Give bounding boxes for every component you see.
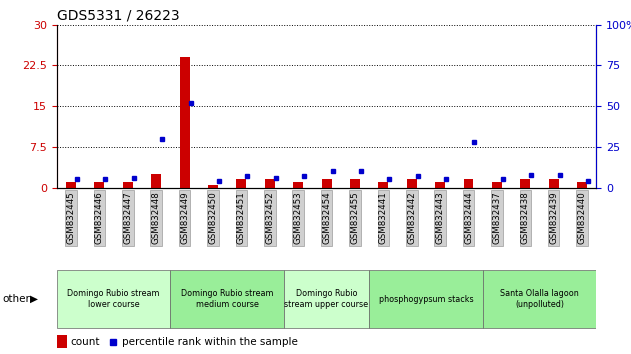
Bar [57,336,66,348]
Text: GDS5331 / 26223: GDS5331 / 26223 [57,9,179,23]
Bar [293,182,303,188]
Text: GSM832439: GSM832439 [549,192,558,244]
Bar [95,182,104,188]
Text: GSM832440: GSM832440 [577,192,587,244]
Bar [180,57,189,188]
Text: GSM832448: GSM832448 [151,192,161,244]
Bar [521,179,530,188]
Text: ▶: ▶ [30,294,38,304]
Bar [369,270,483,328]
Bar [151,174,161,188]
Bar [170,270,284,328]
Text: phosphogypsum stacks: phosphogypsum stacks [379,295,473,304]
Bar [464,179,473,188]
Bar [435,182,445,188]
Text: other: other [2,294,30,304]
Text: GSM832437: GSM832437 [492,192,502,244]
Bar [123,182,133,188]
Bar [350,179,360,188]
Bar [549,179,558,188]
Text: GSM832441: GSM832441 [379,192,388,244]
Text: Domingo Rubio stream
medium course: Domingo Rubio stream medium course [181,290,273,309]
Bar [284,270,369,328]
Text: GSM832444: GSM832444 [464,192,473,244]
Text: GSM832452: GSM832452 [265,192,274,244]
Text: GSM832455: GSM832455 [350,192,360,244]
Text: Santa Olalla lagoon
(unpolluted): Santa Olalla lagoon (unpolluted) [500,290,579,309]
Text: GSM832443: GSM832443 [435,192,445,244]
Text: GSM832451: GSM832451 [237,192,246,244]
Text: GSM832445: GSM832445 [66,192,76,244]
Bar [407,179,416,188]
Text: Domingo Rubio
stream upper course: Domingo Rubio stream upper course [285,290,369,309]
Bar [379,182,388,188]
Text: GSM832438: GSM832438 [521,192,530,244]
Bar [483,270,596,328]
Text: GSM832454: GSM832454 [322,192,331,244]
Text: GSM832446: GSM832446 [95,192,104,244]
Text: Domingo Rubio stream
lower course: Domingo Rubio stream lower course [68,290,160,309]
Bar [237,179,246,188]
Bar [577,182,587,188]
Text: GSM832450: GSM832450 [208,192,218,244]
Text: GSM832442: GSM832442 [407,192,416,244]
Bar [208,185,218,188]
Bar [265,179,274,188]
Text: count: count [70,337,100,347]
Bar [492,182,502,188]
Text: GSM832447: GSM832447 [123,192,133,244]
Text: GSM832453: GSM832453 [293,192,303,244]
Text: percentile rank within the sample: percentile rank within the sample [122,337,297,347]
Bar [66,182,76,188]
Bar [322,179,331,188]
Text: GSM832449: GSM832449 [180,192,189,244]
Bar [57,270,170,328]
